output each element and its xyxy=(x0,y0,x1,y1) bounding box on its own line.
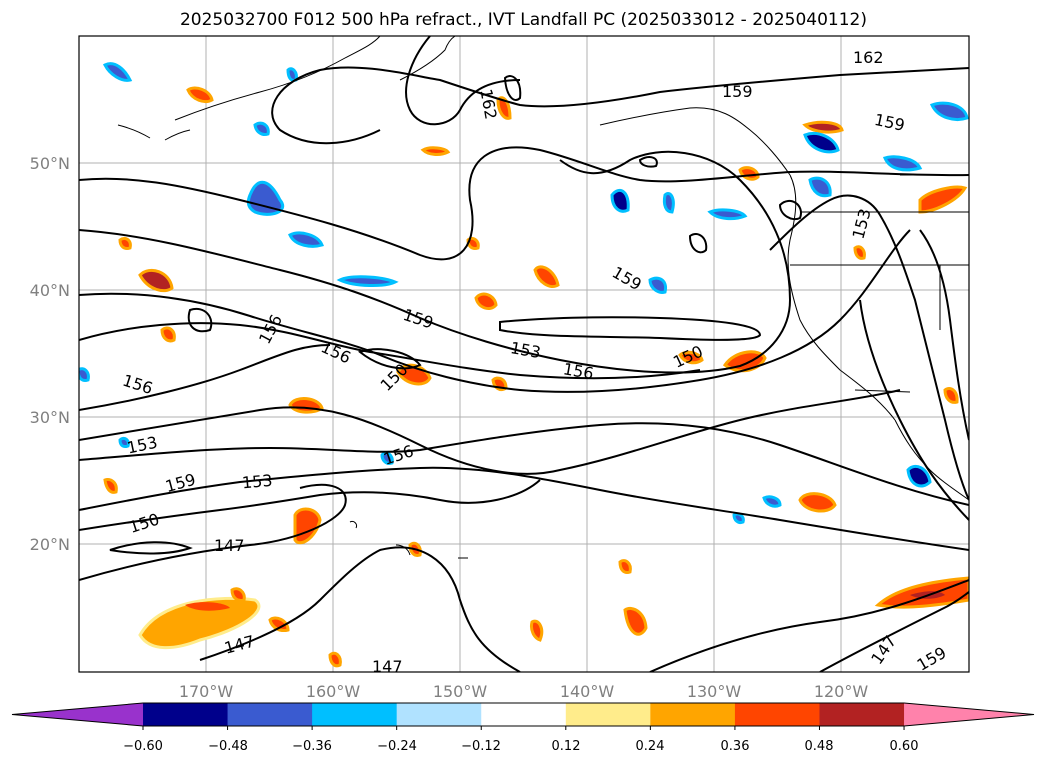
colorbar-tick-label: −0.12 xyxy=(461,739,501,754)
colorbar-tick-label: −0.24 xyxy=(377,739,417,754)
contour-label: 162 xyxy=(853,48,884,67)
colorbar-segment xyxy=(565,703,651,726)
colorbar-tick-label: 0.36 xyxy=(721,739,750,754)
colorbar-tick-label: 0.12 xyxy=(552,739,581,754)
contour-label: 147 xyxy=(214,536,245,555)
negative-anomaly-patches xyxy=(79,62,969,524)
longitude-labels: 170°W 160°W 150°W 140°W 130°W 120°W xyxy=(179,682,869,701)
lon-tick-label: 150°W xyxy=(433,682,488,701)
contour-label: 153 xyxy=(241,471,273,493)
colorbar-segment xyxy=(481,703,567,726)
colorbar-segment xyxy=(143,703,229,726)
contour-labels: 162 162 159 159 159 159 159 156 156 156 … xyxy=(120,48,949,676)
map-frame xyxy=(78,35,970,673)
colorbar-segment xyxy=(312,703,398,726)
lat-tick-label: 50°N xyxy=(30,154,70,173)
lon-tick-label: 140°W xyxy=(560,682,615,701)
colorbar-extend-low xyxy=(12,703,143,726)
contour-label: 159 xyxy=(722,82,753,101)
colorbar-tick-label: −0.48 xyxy=(208,739,248,754)
colorbar-tick-label: 0.24 xyxy=(636,739,665,754)
colorbar-segment xyxy=(227,703,313,726)
colorbar xyxy=(11,702,1035,730)
graticule xyxy=(79,36,969,672)
lon-tick-label: 130°W xyxy=(687,682,742,701)
lat-tick-label: 30°N xyxy=(30,408,70,427)
lon-tick-label: 120°W xyxy=(814,682,869,701)
lon-tick-label: 170°W xyxy=(179,682,234,701)
colorbar-segment xyxy=(650,703,736,726)
positive-anomaly-patches xyxy=(103,86,969,668)
colorbar-tick-label: −0.60 xyxy=(123,739,163,754)
contour-label: 147 xyxy=(372,657,403,676)
lat-tick-label: 20°N xyxy=(30,535,70,554)
map-title: 2025032700 F012 500 hPa refract., IVT La… xyxy=(179,10,867,30)
colorbar-tick-label: 0.60 xyxy=(890,739,919,754)
latitude-labels: 50°N 40°N 30°N 20°N xyxy=(30,154,70,554)
colorbar-segment xyxy=(396,703,482,726)
colorbar-segment xyxy=(819,703,905,726)
lon-tick-label: 160°W xyxy=(306,682,361,701)
colorbar-tick-label: −0.36 xyxy=(292,739,332,754)
colorbar-tick-labels: −0.60 −0.48 −0.36 −0.24 −0.12 0.12 0.24 … xyxy=(123,739,918,754)
lat-tick-label: 40°N xyxy=(30,281,70,300)
colorbar-extend-high xyxy=(904,703,1034,726)
height-contours xyxy=(79,36,969,672)
colorbar-segment xyxy=(734,703,820,726)
colorbar-tick-label: 0.48 xyxy=(805,739,834,754)
